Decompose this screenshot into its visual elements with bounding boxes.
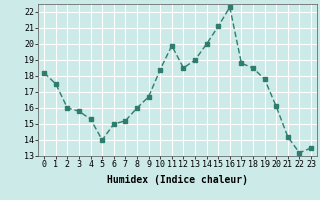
X-axis label: Humidex (Indice chaleur): Humidex (Indice chaleur) bbox=[107, 175, 248, 185]
